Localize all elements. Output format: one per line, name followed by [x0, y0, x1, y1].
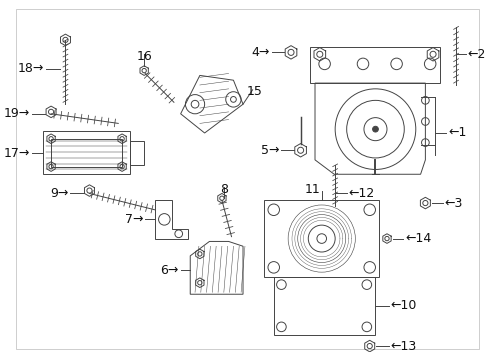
Text: 15: 15 — [246, 85, 262, 98]
Text: ←3: ←3 — [444, 197, 462, 210]
Text: 17→: 17→ — [3, 147, 30, 159]
Text: ←14: ←14 — [405, 232, 430, 245]
Text: 8: 8 — [220, 183, 227, 196]
Text: ←12: ←12 — [348, 187, 374, 200]
Text: 6→: 6→ — [160, 264, 178, 277]
Text: ←1: ←1 — [447, 126, 466, 139]
Text: ←2: ←2 — [467, 48, 485, 61]
Text: 16: 16 — [136, 50, 152, 63]
Circle shape — [372, 126, 378, 132]
Text: 11: 11 — [304, 183, 319, 196]
Text: 18→: 18→ — [18, 62, 44, 75]
Text: ←10: ←10 — [390, 299, 416, 312]
Text: 4→: 4→ — [251, 46, 269, 59]
Text: 9→: 9→ — [50, 187, 68, 200]
Text: 19→: 19→ — [4, 107, 30, 120]
Text: ←13: ←13 — [390, 339, 416, 352]
Text: 5→: 5→ — [261, 144, 279, 157]
Bar — [51, 139, 122, 167]
Text: 7→: 7→ — [124, 213, 143, 226]
